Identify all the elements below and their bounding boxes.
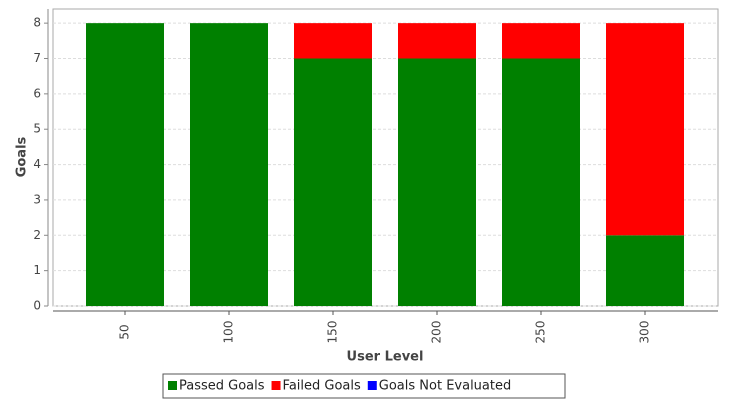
x-tick-label: 200 [430, 321, 444, 344]
y-tick-label: 6 [33, 86, 41, 100]
bar [398, 23, 476, 59]
y-tick-label: 0 [33, 299, 41, 313]
legend-swatch [271, 381, 281, 390]
bar [502, 23, 580, 59]
x-tick-label: 50 [118, 324, 132, 339]
bar [502, 58, 580, 306]
y-tick-label: 1 [33, 263, 41, 277]
bar [398, 58, 476, 306]
legend-swatch [168, 381, 177, 390]
y-tick-label: 7 [33, 51, 41, 65]
bar [294, 58, 372, 306]
bar [190, 23, 268, 307]
y-tick-label: 5 [33, 122, 41, 136]
y-tick-label: 4 [33, 157, 41, 171]
bar [606, 23, 684, 236]
legend-label: Failed Goals [283, 379, 361, 394]
y-tick-label: 2 [33, 228, 41, 242]
x-tick-label: 150 [326, 321, 340, 344]
x-tick-label: 100 [222, 321, 236, 344]
legend-swatch [367, 381, 377, 390]
x-tick-label: 250 [534, 321, 548, 344]
x-axis-title: User Level [347, 350, 424, 365]
bar [294, 23, 372, 59]
bar [86, 23, 164, 307]
y-axis-title: Goals [15, 136, 30, 177]
legend-label: Goals Not Evaluated [379, 379, 511, 394]
legend-label: Passed Goals [179, 379, 265, 394]
x-tick-label: 300 [638, 321, 652, 344]
y-tick-label: 8 [33, 16, 41, 30]
bar [606, 235, 684, 306]
legend [162, 373, 566, 399]
y-tick-label: 3 [33, 192, 41, 206]
